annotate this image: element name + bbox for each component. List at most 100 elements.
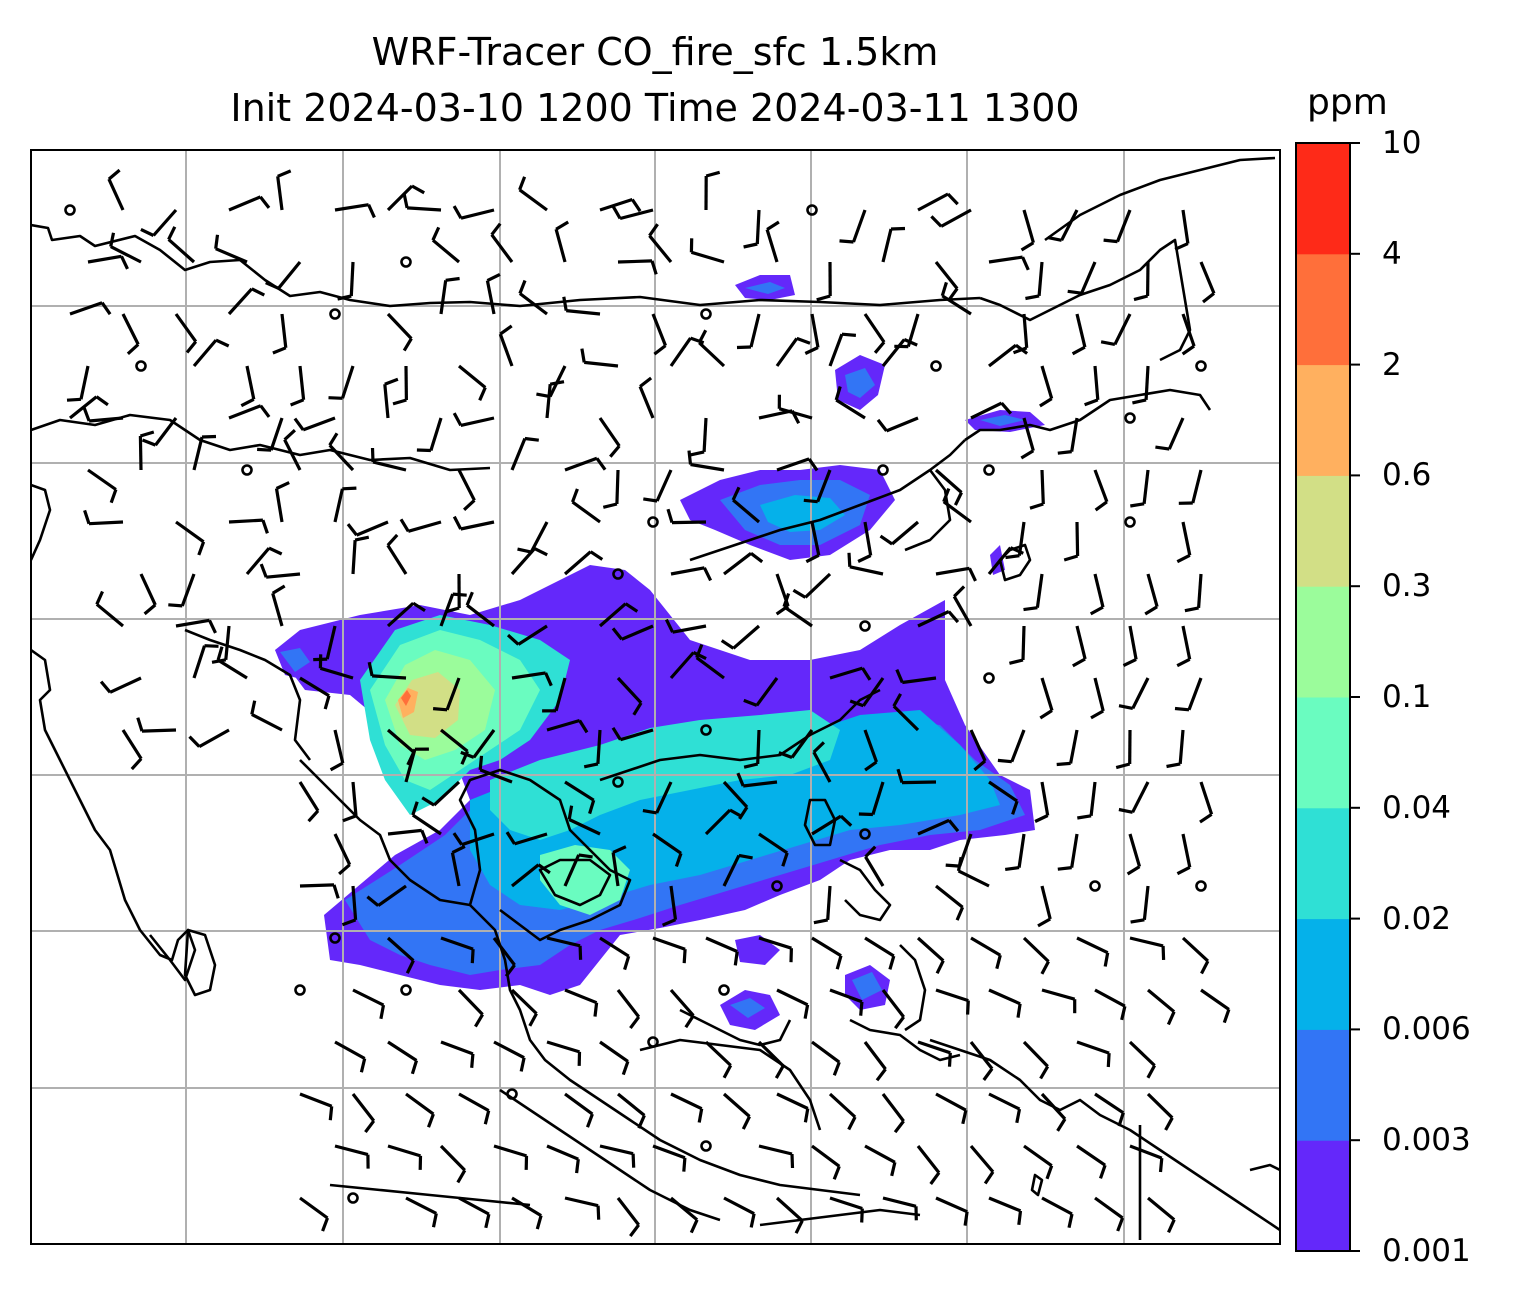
wind-barb: [895, 668, 937, 685]
wind-barb: [1166, 729, 1185, 769]
wind-barb: [95, 590, 125, 628]
wind-barb: [934, 261, 959, 301]
wind-barb: [571, 488, 601, 524]
wind-barb: [1089, 573, 1105, 616]
wind-barb: [935, 884, 965, 921]
colorbar-band: [1296, 1029, 1350, 1141]
wind-barb: [988, 1196, 1023, 1225]
calm-wind-marker: [859, 620, 871, 632]
calm-wind-marker: [64, 204, 76, 216]
wind-barb: [758, 832, 789, 867]
wind-barb: [387, 1144, 423, 1170]
wind-barb: [811, 936, 843, 970]
wind-barb: [811, 814, 853, 836]
wind-barb: [546, 1040, 582, 1066]
colorbar-tick-label: 0.003: [1382, 1122, 1471, 1159]
co-concentration-contour: [745, 282, 785, 294]
coastline-segment: [1030, 1173, 1044, 1197]
wind-barb: [1063, 521, 1080, 562]
wind-barb: [1023, 573, 1044, 612]
wind-barb: [458, 1092, 491, 1125]
wind-barb: [648, 223, 673, 264]
wind-barb: [1128, 1040, 1157, 1079]
wind-barb: [141, 417, 178, 447]
wind-barb: [83, 509, 124, 526]
wind-barb: [876, 416, 919, 433]
wind-barb: [617, 259, 658, 275]
wind-barb: [421, 780, 461, 807]
wind-barb: [669, 1196, 699, 1234]
coastline-segment: [31, 413, 491, 472]
calm-wind-marker: [329, 932, 341, 944]
wind-barb: [849, 677, 885, 708]
wind-barb: [813, 885, 832, 925]
coastline-segment: [639, 1038, 822, 1131]
wind-barb: [517, 521, 549, 554]
wind-barb: [1130, 885, 1150, 924]
wind-barb: [192, 338, 230, 368]
coastline-segment: [31, 223, 981, 308]
wind-barb: [478, 755, 513, 784]
calm-wind-marker: [1124, 516, 1136, 528]
wind-barb: [440, 936, 475, 964]
wind-barb: [136, 717, 177, 733]
wind-barb: [805, 521, 821, 564]
calm-wind-marker: [329, 308, 341, 320]
coastline-segment: [849, 1018, 961, 1062]
wind-barb: [66, 365, 90, 402]
co-concentration-contour: [730, 998, 765, 1018]
wind-barb: [564, 456, 607, 472]
coastline-segment: [839, 858, 892, 922]
wind-barb: [511, 671, 553, 687]
wind-barb: [743, 677, 779, 707]
coastline-segment: [904, 469, 952, 552]
wind-barb: [1118, 781, 1150, 814]
wind-barb: [736, 772, 778, 788]
wind-barb: [439, 592, 467, 627]
wind-barb: [616, 676, 643, 716]
coastline-segment: [1044, 156, 1276, 242]
wind-barb: [214, 234, 248, 264]
wind-barb: [758, 1144, 795, 1169]
wind-barb: [758, 936, 793, 963]
colorbar-tick-label: 0.04: [1382, 789, 1452, 826]
wind-barb: [864, 936, 896, 970]
wind-barb: [892, 693, 920, 732]
wind-barb: [1115, 729, 1132, 770]
calm-wind-marker: [877, 464, 889, 476]
wind-barb: [1039, 677, 1054, 720]
wind-barb: [411, 801, 442, 836]
coastline-segment: [458, 768, 632, 942]
wind-barb: [564, 1092, 594, 1128]
coastline-segment: [929, 1038, 1280, 1232]
colorbar-band: [1296, 475, 1350, 587]
wind-barb: [664, 618, 707, 634]
wind-barb: [318, 654, 354, 680]
wind-barb: [1076, 1144, 1107, 1179]
wind-barb: [1077, 781, 1097, 820]
calm-wind-marker: [647, 516, 659, 528]
wind-barb: [452, 515, 495, 531]
colorbar-tick-label: 4: [1382, 235, 1402, 272]
wind-barb: [704, 170, 721, 211]
wind-barb: [611, 845, 627, 887]
wind-barb: [1184, 573, 1203, 613]
wind-barb: [695, 644, 725, 680]
colorbar-tick-label: 10: [1382, 125, 1422, 161]
wind-barb: [863, 313, 886, 354]
wind-barb: [765, 220, 780, 263]
wind-barb: [956, 856, 990, 888]
coastline-segment: [803, 798, 837, 847]
coastline-segment: [759, 1208, 921, 1227]
wind-barb: [940, 281, 972, 316]
wind-barb: [493, 1144, 529, 1170]
wind-barb: [1076, 1040, 1111, 1068]
wind-barb: [611, 624, 654, 641]
wind-barb: [1176, 625, 1192, 668]
wind-barb: [276, 169, 292, 211]
calm-wind-marker: [859, 828, 871, 840]
co-concentration-contour: [395, 672, 460, 738]
wind-barb: [834, 386, 866, 420]
wind-barb: [731, 486, 761, 524]
